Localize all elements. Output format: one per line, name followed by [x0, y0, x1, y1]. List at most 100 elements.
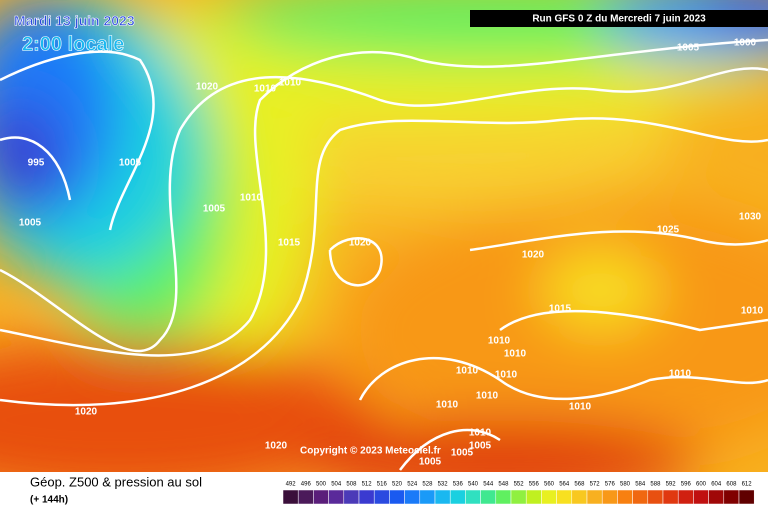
isobar-label: 1015	[278, 238, 301, 249]
scale-swatch	[525, 489, 542, 505]
isobar-label: 1005	[203, 204, 226, 215]
color-scale: 492 496 500 504 508 512 516 520 524 528 532 536 540 5…	[282, 482, 755, 505]
isobar-label: 1010	[469, 428, 492, 439]
isobar-label: 1020	[196, 82, 219, 93]
isobar-label: 1025	[657, 225, 680, 236]
isobar-label: 1010	[456, 366, 479, 377]
isobar-label: 1020	[75, 407, 98, 418]
isobar-label: 1020	[522, 250, 545, 261]
scale-swatch	[677, 489, 694, 505]
scale-swatch	[389, 489, 405, 505]
scale-swatch	[328, 489, 345, 505]
scale-label: 600	[696, 482, 707, 488]
scale-label: 540	[468, 482, 479, 488]
isobar-label: 1005	[419, 457, 442, 468]
scale-swatch	[738, 489, 755, 505]
scale-label: 608	[726, 482, 737, 488]
scale-swatch	[662, 489, 679, 505]
scale-label: 508	[346, 482, 357, 488]
isobar-label: 1005	[451, 448, 474, 459]
scale-swatch	[541, 489, 557, 505]
scale-label: 516	[377, 482, 388, 488]
scale-label: 596	[681, 482, 692, 488]
scale-label: 560	[544, 482, 555, 488]
scale-swatch	[313, 489, 329, 505]
scale-label: 492	[286, 482, 297, 488]
scale-label: 564	[559, 482, 570, 488]
scale-swatch	[617, 489, 633, 505]
scale-swatch	[404, 489, 421, 505]
isobars	[0, 38, 768, 471]
forecast-time: 2:00 locale	[22, 33, 124, 55]
scale-label: 592	[666, 482, 677, 488]
isobar-label: 1000	[734, 38, 757, 49]
scale-label: 552	[514, 482, 525, 488]
field: Run GFS 0 Z du Mercredi 7 juin 2023 Mard…	[0, 0, 768, 472]
scale-swatch	[556, 489, 573, 505]
scale-label: 572	[590, 482, 601, 488]
scale-label: 532	[438, 482, 449, 488]
scale-swatch	[434, 489, 451, 505]
scale-swatch	[586, 489, 603, 505]
scale-swatch	[723, 489, 740, 505]
isobar-label: 1010	[279, 78, 302, 89]
isobar-label: 1005	[469, 441, 492, 452]
scale-swatch	[282, 489, 299, 505]
isobar-label: 1010	[495, 370, 518, 381]
scale-label: 580	[620, 482, 631, 488]
forecast-date: Mardi 13 juin 2023	[14, 13, 135, 29]
scale-swatch	[510, 489, 527, 505]
isobar-label: 1010	[254, 84, 277, 95]
scale-label: 548	[498, 482, 509, 488]
isobar-label: 1010	[240, 193, 263, 204]
isobar-label: 1010	[476, 391, 499, 402]
scale-label: 612	[742, 482, 753, 488]
scale-label: 528	[422, 482, 433, 488]
isobar-label: 1010	[436, 400, 459, 411]
scale-swatch	[373, 489, 390, 505]
isobar-label: 1010	[488, 336, 511, 347]
scale-swatch	[297, 489, 314, 505]
scale-label: 544	[483, 482, 494, 488]
scale-swatch	[465, 489, 481, 505]
scale-label: 512	[362, 482, 373, 488]
isobar-label: 1005	[119, 158, 142, 169]
scale-swatch	[480, 489, 497, 505]
scale-label: 500	[316, 482, 327, 488]
scale-swatch	[419, 489, 436, 505]
isobar-label: 1010	[741, 306, 764, 317]
isobar-label: 1010	[504, 349, 527, 360]
scale-swatch	[601, 489, 618, 505]
isobar-label: 1010	[669, 369, 692, 380]
scale-label: 520	[392, 482, 403, 488]
scale-swatch	[343, 489, 360, 505]
isobar-label: 1020	[349, 238, 372, 249]
scale-swatch	[571, 489, 588, 505]
isobar-label: 1030	[739, 212, 762, 223]
footer-title: Géop. Z500 & pression au sol	[30, 474, 202, 489]
isobar-label: 1005	[19, 218, 42, 229]
scale-swatch	[647, 489, 664, 505]
isobar-label: 1005	[677, 43, 700, 54]
isobar-label: 995	[28, 158, 45, 169]
scale-swatch	[358, 489, 375, 505]
isobar-label: 1010	[569, 402, 592, 413]
scale-label: 604	[711, 482, 722, 488]
scale-swatch	[708, 489, 725, 505]
scale-label: 504	[331, 482, 342, 488]
scale-label: 536	[453, 482, 464, 488]
scale-label: 584	[635, 482, 646, 488]
scale-swatch	[693, 489, 709, 505]
scale-label: 568	[574, 482, 585, 488]
isobar-label: 1020	[265, 441, 288, 452]
run-info: Run GFS 0 Z du Mercredi 7 juin 2023	[532, 14, 706, 25]
scale-label: 556	[529, 482, 540, 488]
scale-swatch	[449, 489, 466, 505]
isobar-label: 1015	[549, 304, 572, 315]
scale-swatch	[632, 489, 649, 505]
footer-subtitle: (+ 144h)	[30, 495, 68, 506]
scale-label: 588	[650, 482, 661, 488]
scale-label: 496	[301, 482, 312, 488]
